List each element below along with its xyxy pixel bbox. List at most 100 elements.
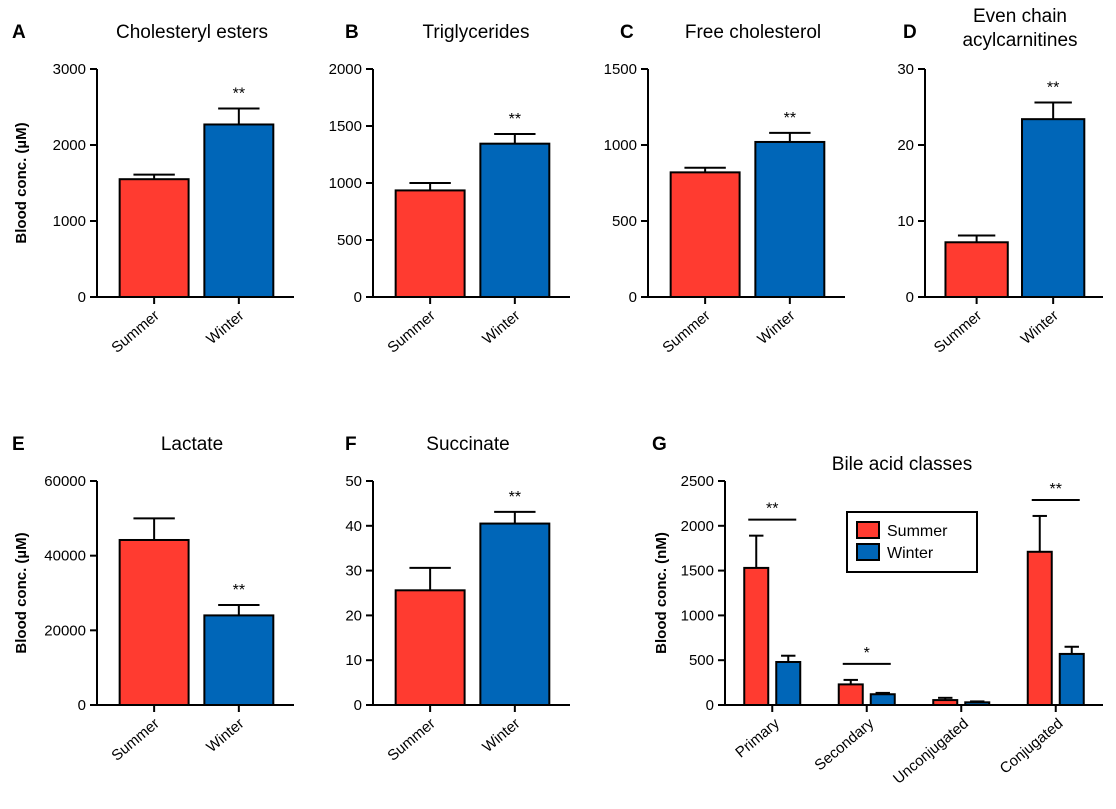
y-tick-label: 30	[345, 563, 362, 580]
x-tick-label: Winter	[754, 307, 798, 348]
bar-winter	[479, 522, 551, 706]
panel-letter: C	[620, 22, 634, 43]
y-tick-label: 1500	[604, 61, 637, 78]
y-tick-label: 1000	[53, 213, 86, 230]
y-tick-label: 30	[897, 61, 914, 78]
panel-e: E Lactate Blood conc. (µM) 0 20000 40000 60000…	[12, 434, 294, 765]
x-tick-label: Winter	[203, 715, 247, 756]
legend-label: Winter	[887, 545, 934, 562]
y-tick-label: 20000	[44, 622, 86, 639]
y-tick-label: 0	[78, 697, 86, 714]
x-tick-label: Winter	[1018, 307, 1062, 348]
panel-title: Cholesteryl esters	[116, 22, 268, 43]
panel-title-line: Lactate	[161, 434, 223, 455]
panel-f: F Succinate 0 10 20 30 40 50 Summer Winter **	[345, 434, 570, 765]
y-tick-label: 3000	[53, 61, 86, 78]
panel-title: Even chain acylcarnitines	[962, 6, 1077, 51]
x-tick-label: Secondary	[811, 715, 877, 774]
y-tick-label: 2000	[329, 61, 362, 78]
bar-conjugated-summer	[1026, 550, 1053, 706]
y-tick-label: 1000	[681, 607, 714, 624]
y-tick-label: 2000	[681, 518, 714, 535]
significance-marker: **	[509, 111, 521, 128]
y-tick-label: 0	[78, 289, 86, 306]
panel-title-line: Cholesteryl esters	[116, 22, 268, 43]
bar-unconjugated-winter	[964, 701, 991, 707]
significance-marker: **	[1050, 481, 1062, 498]
x-tick-label: Primary	[732, 715, 783, 762]
panel-c: C Free cholesterol 0 500 1000 1500 Summer Winte…	[604, 22, 845, 357]
significance-marker: **	[784, 110, 796, 127]
panel-title-line: acylcarnitines	[962, 30, 1077, 51]
panel-title-line: Triglycerides	[423, 22, 530, 43]
panel-d: D Even chain acylcarnitines 0 10 20 30 Summer Wi…	[897, 6, 1103, 357]
panel-title: Triglycerides	[423, 22, 530, 43]
bar-secondary-summer	[837, 683, 864, 707]
bar-primary-winter	[775, 660, 802, 707]
legend-swatch-winter	[856, 543, 880, 561]
x-tick-label: Unconjugated	[890, 715, 972, 788]
y-tick-label: 0	[906, 289, 914, 306]
bar-summer	[944, 241, 1009, 298]
y-tick-label: 20	[897, 137, 914, 154]
y-tick-label: 1000	[604, 137, 637, 154]
x-tick-label: Summer	[384, 307, 438, 356]
panel-title-line: Even chain	[973, 6, 1067, 27]
bar-secondary-winter	[869, 693, 896, 706]
bar-winter	[1021, 118, 1086, 298]
panel-title-line: Bile acid classes	[832, 454, 972, 475]
significance-marker: **	[233, 582, 245, 599]
y-tick-label: 0	[629, 289, 637, 306]
legend-swatch-summer	[856, 521, 880, 539]
y-tick-label: 40	[345, 518, 362, 535]
significance-marker: **	[766, 501, 778, 518]
panel-title-line: Free cholesterol	[685, 22, 821, 43]
y-tick-label: 1500	[681, 563, 714, 580]
bar-conjugated-winter	[1058, 652, 1085, 706]
x-tick-label: Winter	[479, 715, 523, 756]
bar-summer	[394, 189, 466, 298]
significance-marker: **	[233, 86, 245, 103]
bar-winter	[203, 123, 275, 299]
panel-title: Bile acid classes	[832, 454, 972, 475]
panel-letter: E	[12, 434, 25, 455]
panel-g: G Bile acid classes Blood conc. (nM) 0 500 10…	[652, 434, 1103, 788]
bar-summer	[669, 171, 741, 298]
x-tick-label: Conjugated	[997, 715, 1067, 777]
y-tick-label: 2500	[681, 473, 714, 490]
bar-summer	[118, 178, 190, 298]
legend-label: Summer	[887, 523, 948, 540]
y-tick-label: 10	[345, 652, 362, 669]
x-tick-label: Summer	[108, 715, 162, 764]
y-axis-label: Blood conc. (µM)	[13, 122, 30, 243]
y-tick-label: 1000	[329, 175, 362, 192]
legend: Summer Winter	[846, 511, 978, 573]
y-tick-label: 0	[354, 697, 362, 714]
y-tick-label: 20	[345, 607, 362, 624]
x-tick-label: Summer	[384, 715, 438, 764]
panel-a: A Cholesteryl esters Blood conc. (µM) 0 1000…	[12, 22, 294, 357]
y-tick-label: 500	[337, 232, 362, 249]
bar-summer	[118, 538, 190, 707]
bar-winter	[203, 614, 275, 707]
y-tick-label: 0	[354, 289, 362, 306]
x-tick-label: Winter	[203, 307, 247, 348]
bar-winter	[754, 140, 826, 298]
y-tick-label: 1500	[329, 118, 362, 135]
panel-letter: F	[345, 434, 357, 455]
x-tick-label: Summer	[931, 307, 985, 356]
panel-letter: A	[12, 22, 26, 43]
panel-letter: B	[345, 22, 359, 43]
panel-title-line: Succinate	[426, 434, 509, 455]
significance-marker: *	[864, 645, 870, 662]
y-tick-label: 500	[612, 213, 637, 230]
panel-b: B Triglycerides 0 500 1000 1500 2000 Summer Wint…	[329, 22, 570, 357]
panel-letter: D	[903, 22, 917, 43]
x-tick-label: Winter	[479, 307, 523, 348]
x-tick-label: Summer	[108, 307, 162, 356]
y-tick-label: 0	[706, 697, 714, 714]
bar-summer	[394, 589, 466, 707]
y-tick-label: 10	[897, 213, 914, 230]
y-axis-label: Blood conc. (µM)	[13, 532, 30, 653]
